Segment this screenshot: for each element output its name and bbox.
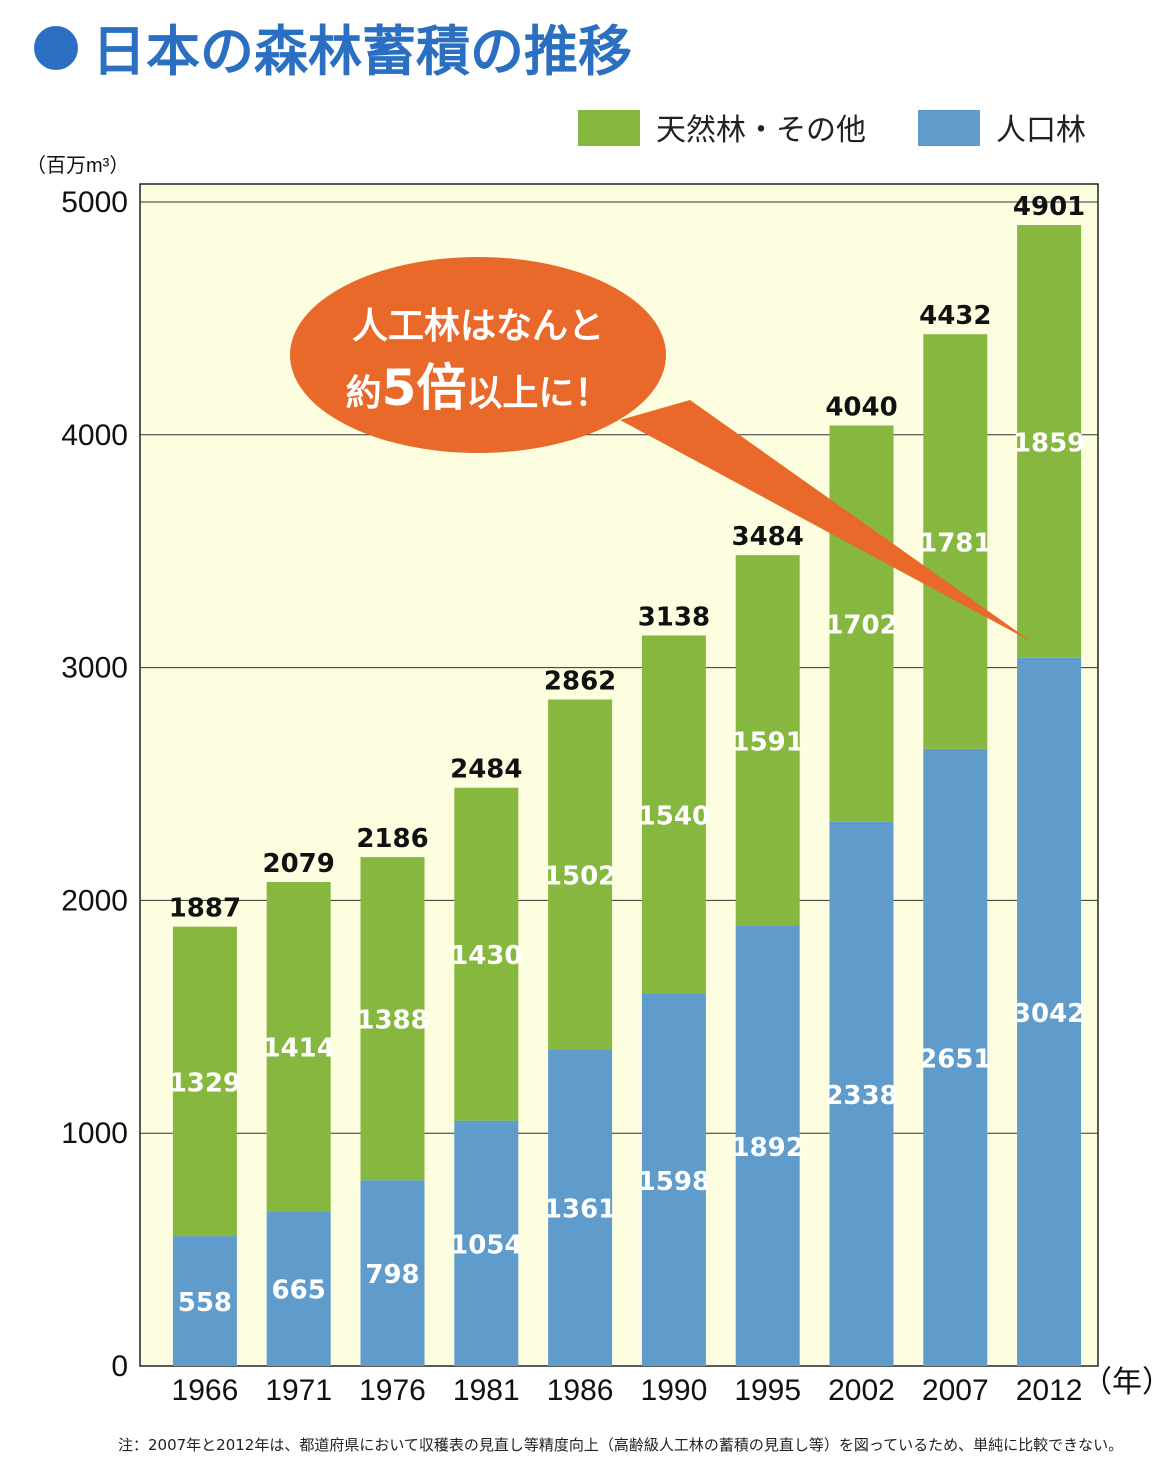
total-value-label: 4901 — [1013, 192, 1085, 222]
x-tick-label: 2007 — [922, 1374, 989, 1407]
callout-prefix: 約 — [346, 373, 382, 414]
y-tick-label: 0 — [111, 1350, 128, 1383]
x-tick-label: 1966 — [172, 1374, 239, 1407]
planted-value-label: 2338 — [825, 1081, 897, 1111]
planted-value-label: 3042 — [1013, 999, 1085, 1029]
bar-planted — [548, 1049, 613, 1366]
y-tick-label: 4000 — [61, 419, 128, 452]
x-tick-label: 1995 — [734, 1374, 801, 1407]
total-value-label: 2862 — [544, 666, 616, 696]
y-axis-unit-label: （百万m³） — [26, 154, 129, 177]
bars — [172, 225, 1082, 1366]
natural-value-label: 1388 — [356, 1006, 428, 1036]
y-tick-label: 3000 — [61, 652, 128, 685]
natural-value-label: 1859 — [1013, 428, 1085, 458]
planted-value-label: 1054 — [450, 1230, 522, 1260]
bar-planted — [641, 993, 706, 1366]
bar-natural — [266, 882, 331, 1212]
natural-value-label: 1781 — [919, 529, 991, 559]
chart-title: 日本の森林蓄積の推移 — [92, 20, 632, 83]
y-tick-label: 2000 — [61, 884, 128, 917]
title-bullet-icon — [34, 26, 78, 70]
total-value-label: 2186 — [356, 824, 428, 854]
x-tick-label: 2012 — [1016, 1374, 1083, 1407]
planted-value-label: 798 — [365, 1260, 419, 1290]
bar-planted — [172, 1236, 237, 1366]
x-tick-label: 1971 — [265, 1374, 332, 1407]
bar-natural — [641, 635, 706, 994]
planted-value-label: 1598 — [638, 1167, 710, 1197]
bar-natural — [172, 926, 237, 1237]
y-tick-label: 1000 — [61, 1117, 128, 1150]
bar-labels: 558 1329 1887 665 1414 2079 798 1388 2186 1054 143… — [169, 192, 1086, 1318]
callout-pointer — [620, 400, 1032, 642]
bar-natural — [923, 334, 988, 749]
callout-ellipse — [290, 257, 666, 453]
callout-bubble: 人工林はなんと 約5倍以上に！ — [290, 257, 1032, 642]
total-value-label: 3484 — [732, 522, 804, 552]
total-value-label: 2079 — [263, 849, 335, 879]
legend-swatch-planted — [918, 110, 980, 146]
x-tick-label: 1990 — [641, 1374, 708, 1407]
bar-natural — [360, 857, 425, 1181]
total-value-label: 1887 — [169, 894, 241, 924]
bar-planted — [360, 1180, 425, 1366]
bar-natural — [454, 787, 519, 1121]
callout-suffix: 以上に！ — [466, 373, 610, 414]
planted-value-label: 558 — [178, 1288, 232, 1318]
bar-natural — [548, 699, 613, 1050]
x-axis-unit-label: （年） — [1082, 1366, 1152, 1399]
y-axis-ticks: 0 1000 2000 3000 4000 5000 — [61, 186, 128, 1383]
bar-planted — [829, 821, 894, 1366]
x-tick-label: 2002 — [828, 1374, 895, 1407]
total-value-label: 2484 — [450, 755, 522, 785]
x-tick-label: 1981 — [453, 1374, 520, 1407]
callout-line-1: 人工林はなんと — [352, 306, 604, 347]
legend-label-natural: 天然林・その他 — [656, 113, 866, 148]
total-value-label: 3138 — [638, 602, 710, 632]
bar-planted — [923, 748, 988, 1366]
footnote: 注：2007年と2012年は、都道府県において収穫表の見直し等精度向上（高齢級人… — [118, 1436, 1123, 1454]
planted-value-label: 1361 — [544, 1195, 616, 1225]
planted-value-label: 1892 — [732, 1133, 804, 1163]
x-tick-label: 1986 — [547, 1374, 614, 1407]
bar-planted — [266, 1211, 331, 1366]
natural-value-label: 1591 — [732, 727, 804, 757]
x-tick-label: 1976 — [359, 1374, 426, 1407]
x-axis-ticks: 1966 1971 1976 1981 1986 1990 1995 2002 2007 2012 — [172, 1374, 1083, 1407]
bar-planted — [735, 925, 800, 1366]
y-tick-label: 5000 — [61, 186, 128, 219]
bar-natural — [829, 425, 894, 822]
natural-value-label: 1502 — [544, 861, 616, 891]
legend-swatch-natural — [578, 110, 640, 146]
planted-value-label: 2651 — [919, 1044, 991, 1074]
natural-value-label: 1702 — [825, 611, 897, 641]
callout-line-2: 約5倍以上に！ — [346, 359, 611, 417]
total-value-label: 4040 — [825, 392, 897, 422]
bar-natural — [735, 555, 800, 926]
natural-value-label: 1540 — [638, 802, 710, 832]
natural-value-label: 1414 — [263, 1034, 335, 1064]
callout-emphasis: 5倍 — [382, 359, 467, 417]
bar-natural — [1017, 225, 1082, 658]
natural-value-label: 1329 — [169, 1068, 241, 1098]
bar-planted — [1017, 657, 1082, 1366]
bar-planted — [454, 1120, 519, 1366]
planted-value-label: 665 — [272, 1276, 326, 1306]
legend-label-planted: 人口林 — [996, 113, 1086, 148]
natural-value-label: 1430 — [450, 941, 522, 971]
total-value-label: 4432 — [919, 301, 991, 331]
